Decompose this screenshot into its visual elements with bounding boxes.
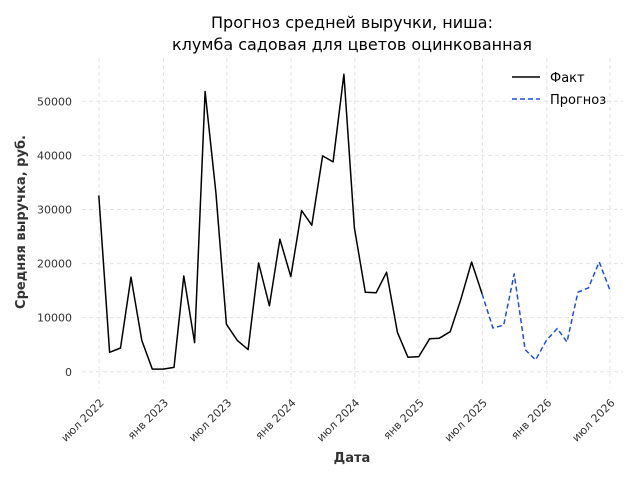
- x-tick-label: янв 2023: [125, 396, 171, 442]
- y-tick-label: 30000: [37, 203, 72, 216]
- chart-title: Прогноз средней выручки, ниша: клумба са…: [172, 13, 532, 54]
- x-tick-label: июл 2022: [59, 396, 107, 444]
- series-line-forecast: [481, 261, 611, 361]
- y-axis-label: Средняя выручка, руб.: [14, 135, 29, 309]
- x-tick-label: июл 2026: [570, 396, 618, 444]
- x-axis-ticks: июл 2022 янв 2023 июл 2023 янв 2024 июл 2024…: [59, 396, 618, 444]
- grid: [82, 58, 623, 388]
- chart-title-line-2: клумба садовая для цветов оцинкованная: [172, 35, 532, 54]
- y-tick-label: 40000: [37, 149, 72, 162]
- x-axis-label: Дата: [334, 451, 371, 466]
- series-line-fact: [98, 73, 483, 370]
- y-tick-label: 10000: [37, 312, 72, 325]
- series-lines: [98, 73, 611, 370]
- x-tick-label: июл 2025: [442, 396, 490, 444]
- chart-title-line-1: Прогноз средней выручки, ниша:: [211, 13, 493, 32]
- x-tick-label: июл 2023: [186, 396, 234, 444]
- x-tick-label: июл 2024: [314, 396, 362, 444]
- y-axis-ticks: 0 10000 20000 30000 40000 50000: [37, 95, 72, 378]
- x-tick-label: янв 2024: [253, 396, 299, 442]
- y-tick-label: 50000: [37, 95, 72, 108]
- x-tick-label: янв 2025: [381, 396, 427, 442]
- x-tick-label: янв 2026: [509, 396, 555, 442]
- y-tick-label: 20000: [37, 258, 72, 271]
- y-tick-label: 0: [65, 366, 72, 379]
- legend-label: Прогноз: [550, 93, 606, 108]
- legend: Факт Прогноз: [512, 71, 606, 108]
- legend-label: Факт: [550, 71, 585, 86]
